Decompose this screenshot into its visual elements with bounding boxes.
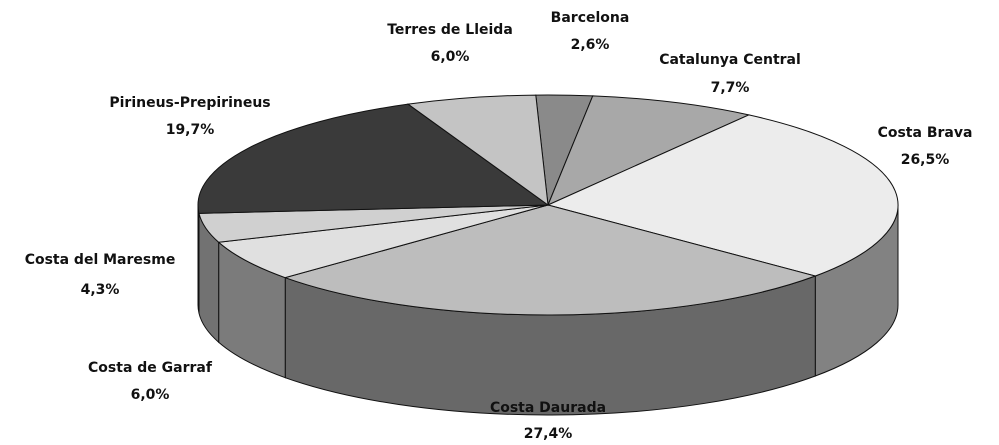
slice-value-label: 2,6%	[571, 37, 610, 53]
slice-label: Terres de Lleida	[387, 22, 513, 38]
slice-value-label: 27,4%	[524, 426, 573, 442]
slice	[283, 204, 817, 316]
slice-label: Catalunya Central	[659, 52, 801, 68]
slice-label: Barcelona	[551, 10, 630, 26]
slice	[217, 204, 549, 279]
slice	[406, 94, 549, 207]
slice-value-label: 26,5%	[901, 152, 950, 168]
slice	[197, 103, 550, 214]
slice	[547, 95, 751, 206]
slice-label: Costa Brava	[878, 125, 973, 141]
slice-label: Costa Daurada	[490, 400, 606, 416]
slice-value-label: 4,3%	[81, 282, 120, 298]
slice-label: Pirineus-Prepirineus	[109, 95, 270, 111]
slice	[546, 114, 899, 277]
slice-value-label: 6,0%	[131, 387, 170, 403]
slice-value-label: 19,7%	[166, 122, 215, 138]
slice-value-label: 6,0%	[431, 49, 470, 65]
slice-value-label: 7,7%	[711, 80, 750, 96]
slice-label: Costa de Garraf	[88, 360, 213, 376]
slice-label: Costa del Maresme	[25, 252, 176, 268]
slice-side	[197, 204, 200, 314]
